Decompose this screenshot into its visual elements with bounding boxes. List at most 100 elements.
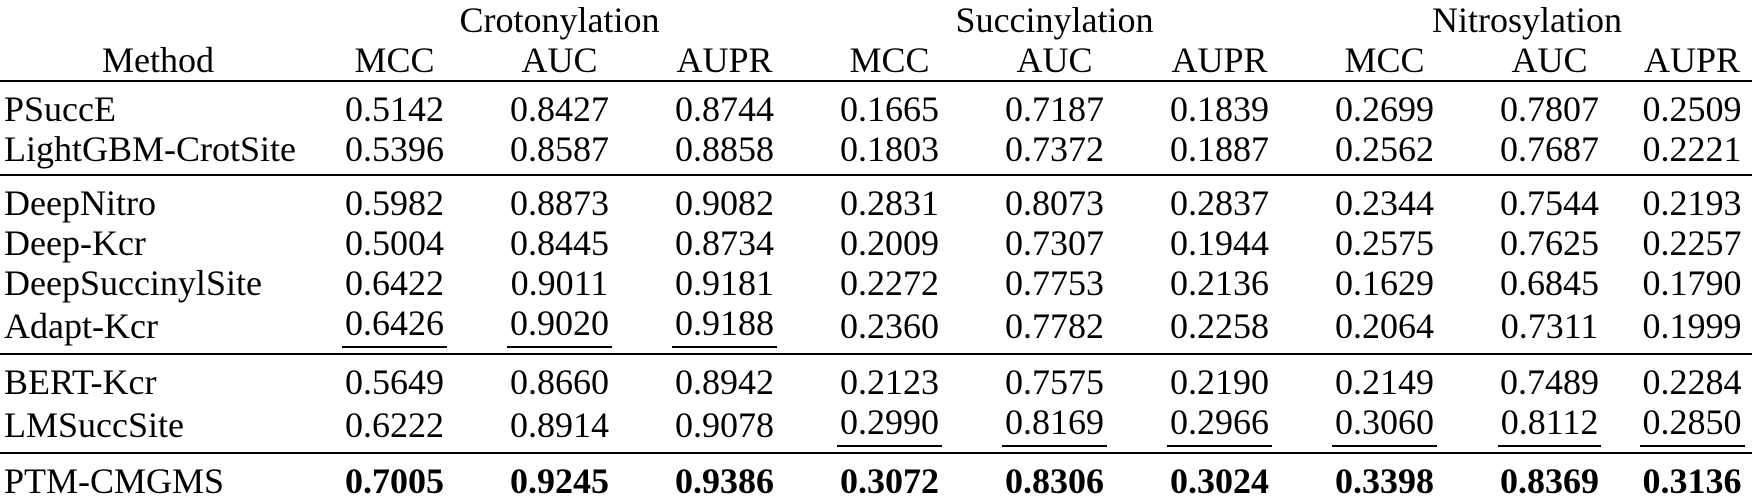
value-cell: 0.5142 (345, 89, 444, 129)
value-cell: 0.5982 (345, 183, 444, 223)
value-cell: 0.8427 (510, 89, 609, 129)
col-header-crot-auc: AUC (521, 40, 598, 80)
value-cell: 0.8112 (1467, 402, 1632, 453)
method-cell: PTM-CMGMS (4, 461, 225, 496)
value-cell: 0.8445 (510, 223, 609, 263)
row-group-3: BERT-Kcr 0.5649 0.8660 0.8942 0.2123 0.7… (0, 354, 1752, 453)
value-cell: 0.1944 (1170, 223, 1270, 263)
value-cell: 0.2258 (1170, 305, 1270, 346)
method-cell: BERT-Kcr (4, 362, 157, 402)
method-column-header: Method (102, 40, 214, 80)
value-cell: 0.3072 (840, 461, 940, 496)
value-cell: 0.5649 (345, 362, 444, 402)
value-cell: 0.8942 (675, 362, 775, 402)
value-cell: 0.7005 (345, 461, 444, 496)
value-cell: 0.7187 (1005, 89, 1105, 129)
row-bert-kcr: BERT-Kcr 0.5649 0.8660 0.8942 0.2123 0.7… (0, 354, 1752, 402)
col-header-succ-auc: AUC (1016, 40, 1093, 80)
value-cell: 0.6222 (345, 404, 444, 445)
value-cell: 0.8073 (1005, 183, 1105, 223)
value-cell: 0.2284 (1642, 362, 1742, 402)
row-deepsuccinylsite: DeepSuccinylSite 0.6422 0.9011 0.9181 0.… (0, 263, 1752, 303)
value-cell: 0.7575 (1005, 362, 1105, 402)
row-psucce: PSuccE 0.5142 0.8427 0.8744 0.1665 0.718… (0, 81, 1752, 129)
value-cell: 0.9181 (675, 263, 775, 303)
row-ptm-cmgms: PTM-CMGMS 0.7005 0.9245 0.9386 0.3072 0.… (0, 453, 1752, 496)
value-cell: 0.2149 (1335, 362, 1435, 402)
value-cell: 0.7372 (1005, 129, 1105, 169)
group-header-nitrosylation: Nitrosylation (1432, 0, 1623, 40)
value-cell: 0.1665 (840, 89, 940, 129)
value-cell: 0.2966 (1137, 402, 1302, 453)
value-cell: 0.2850 (1632, 402, 1752, 453)
value-cell: 0.8734 (675, 223, 775, 263)
value-cell: 0.8660 (510, 362, 609, 402)
value-cell: 0.3024 (1170, 461, 1270, 496)
row-group-2: DeepNitro 0.5982 0.8873 0.9082 0.2831 0.… (0, 175, 1752, 354)
group-header-succinylation: Succinylation (955, 0, 1154, 40)
value-cell: 0.6845 (1500, 263, 1600, 303)
value-cell: 0.2837 (1170, 183, 1270, 223)
value-cell: 0.9078 (675, 404, 775, 445)
method-cell: DeepNitro (4, 183, 156, 223)
row-group-1: PSuccE 0.5142 0.8427 0.8744 0.1665 0.718… (0, 81, 1752, 175)
group-header-crotonylation: Crotonylation (459, 0, 660, 40)
method-cell: Adapt-Kcr (4, 305, 158, 346)
value-cell: 0.2272 (840, 263, 940, 303)
col-header-nitro-auc: AUC (1511, 40, 1588, 80)
value-cell: 0.5004 (345, 223, 444, 263)
value-cell: 0.7753 (1005, 263, 1105, 303)
value-cell: 0.8587 (510, 129, 609, 169)
method-cell: PSuccE (4, 89, 116, 129)
method-cell: LightGBM-CrotSite (4, 129, 297, 169)
value-cell: 0.1887 (1170, 129, 1270, 169)
col-header-nitro-aupr: AUPR (1644, 40, 1741, 80)
value-cell: 0.9188 (642, 303, 807, 354)
value-cell: 0.7807 (1500, 89, 1600, 129)
value-cell: 0.2221 (1642, 129, 1742, 169)
value-cell: 0.9020 (477, 303, 642, 354)
value-cell: 0.2257 (1642, 223, 1742, 263)
group-header-row: Method Crotonylation Succinylation Nitro… (0, 0, 1752, 80)
table-header: Method Crotonylation Succinylation Nitro… (0, 0, 1752, 81)
value-cell: 0.9082 (675, 183, 775, 223)
value-cell: 0.9011 (510, 263, 609, 303)
row-adapt-kcr: Adapt-Kcr 0.6426 0.9020 0.9188 0.2360 0.… (0, 303, 1752, 354)
col-header-nitro-mcc: MCC (1344, 40, 1425, 80)
value-cell: 0.5396 (345, 129, 444, 169)
value-cell: 0.2064 (1335, 305, 1435, 346)
value-cell: 0.7782 (1005, 305, 1105, 346)
value-cell: 0.2575 (1335, 223, 1435, 263)
method-cell: Deep-Kcr (4, 223, 146, 263)
row-lmsuccsite: LMSuccSite 0.6222 0.8914 0.9078 0.2990 0… (0, 402, 1752, 453)
value-cell: 0.1629 (1335, 263, 1435, 303)
value-cell: 0.6422 (345, 263, 444, 303)
value-cell: 0.9245 (510, 461, 609, 496)
method-cell: LMSuccSite (4, 404, 184, 445)
value-cell: 0.2136 (1170, 263, 1270, 303)
value-cell: 0.7625 (1500, 223, 1600, 263)
value-cell: 0.2193 (1642, 183, 1742, 223)
value-cell: 0.8169 (972, 402, 1137, 453)
value-cell: 0.2190 (1170, 362, 1270, 402)
value-cell: 0.1790 (1642, 263, 1742, 303)
value-cell: 0.8914 (510, 404, 609, 445)
value-cell: 0.8306 (1005, 461, 1105, 496)
row-deep-kcr: Deep-Kcr 0.5004 0.8445 0.8734 0.2009 0.7… (0, 223, 1752, 263)
col-header-crot-aupr: AUPR (676, 40, 773, 80)
col-header-succ-mcc: MCC (849, 40, 930, 80)
row-group-4: PTM-CMGMS 0.7005 0.9245 0.9386 0.3072 0.… (0, 453, 1752, 496)
value-cell: 0.2699 (1335, 89, 1435, 129)
value-cell: 0.8873 (510, 183, 609, 223)
value-cell: 0.3398 (1335, 461, 1435, 496)
value-cell: 0.3060 (1302, 402, 1467, 453)
value-cell: 0.7544 (1500, 183, 1600, 223)
value-cell: 0.6426 (312, 303, 477, 354)
metric-header-row: MCC AUC AUPR MCC AUC AUPR MCC AUC AUPR (0, 40, 1752, 81)
value-cell: 0.2990 (807, 402, 972, 453)
value-cell: 0.1803 (840, 129, 940, 169)
value-cell: 0.1999 (1642, 305, 1742, 346)
value-cell: 0.9386 (675, 461, 775, 496)
value-cell: 0.8369 (1500, 461, 1600, 496)
